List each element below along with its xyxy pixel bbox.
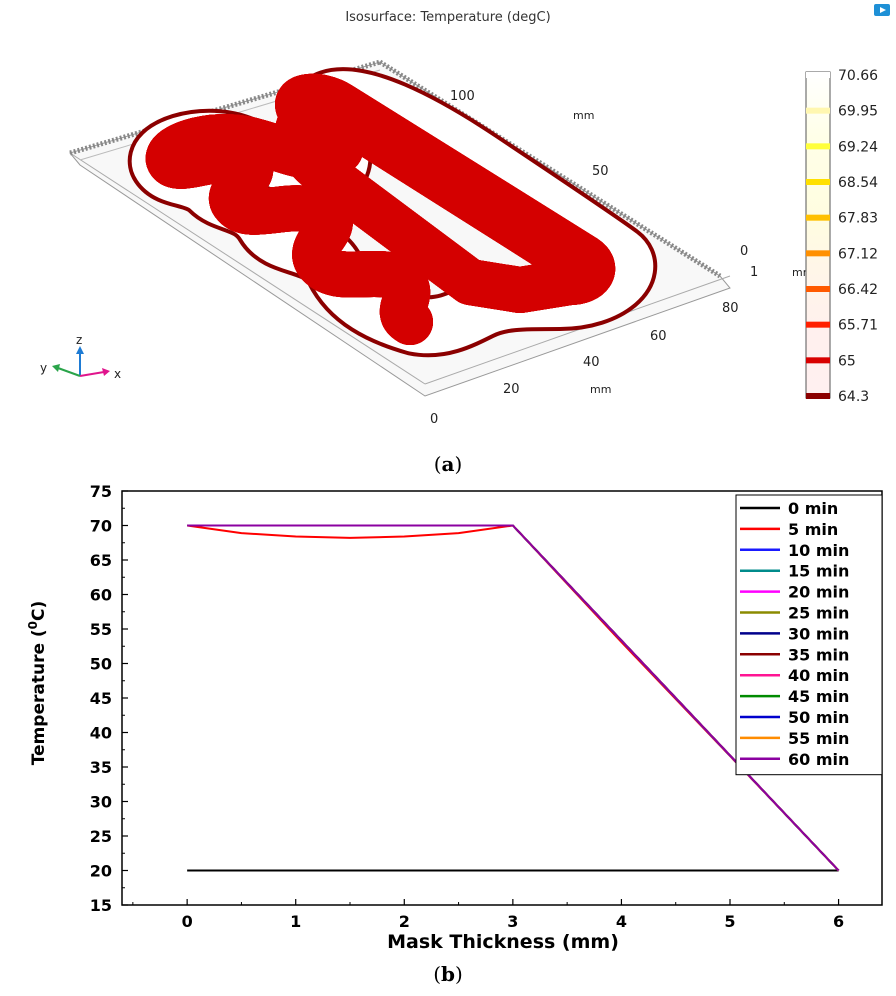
legend-label: 20 min xyxy=(788,583,849,602)
legend-label: 60 min xyxy=(788,750,849,769)
y-tick-label: 45 xyxy=(90,689,112,708)
series-line xyxy=(187,524,840,872)
legend-label: 15 min xyxy=(788,562,849,581)
colorbar: 70.66 69.95 69.24 68.54 67.83 67.12 66.42 65.71… xyxy=(805,68,878,405)
x-axis-label: Mask Thickness (mm) xyxy=(387,931,619,953)
colorbar-swatch xyxy=(806,107,830,114)
colorbar-swatch xyxy=(806,393,830,399)
play-icon[interactable] xyxy=(874,4,890,16)
legend-label: 55 min xyxy=(788,729,849,748)
serpentine-channel xyxy=(169,97,593,322)
y-unit-label: mm xyxy=(573,109,594,122)
x-tick-label: 0 xyxy=(182,912,193,931)
colorbar-label: 67.83 xyxy=(838,211,878,227)
colorbar-label: 65.71 xyxy=(838,318,878,334)
y-tick-0: 0 xyxy=(740,244,748,259)
legend-label: 35 min xyxy=(788,645,849,664)
panel-b-label: (b) xyxy=(433,962,463,986)
x-tick-0: 0 xyxy=(430,412,438,427)
y-tick-label: 50 xyxy=(90,655,112,674)
triad-y-label: y xyxy=(40,361,47,375)
x-tick-label: 2 xyxy=(399,912,410,931)
x-axis-ticks: 0 1 2 3 4 5 6 xyxy=(132,899,844,931)
x-tick-label: 1 xyxy=(290,912,301,931)
y-tick-100: 100 xyxy=(450,89,475,104)
x-tick-label: 3 xyxy=(507,912,518,931)
y-tick-label: 60 xyxy=(90,586,112,605)
x-tick-label: 6 xyxy=(833,912,844,931)
x-tick-40: 40 xyxy=(583,355,600,370)
isosurface-plot: 100 mm 50 0 1 mm 80 60 40 mm 20 0 z x y xyxy=(40,59,878,427)
x-tick-label: 4 xyxy=(616,912,627,931)
legend-label: 40 min xyxy=(788,666,849,685)
legend-label: 50 min xyxy=(788,708,849,727)
y-tick-label: 40 xyxy=(90,724,112,743)
y-tick-label: 30 xyxy=(90,793,112,812)
colorbar-swatch xyxy=(806,250,830,257)
colorbar-label: 70.66 xyxy=(838,68,878,84)
legend-label: 0 min xyxy=(788,499,838,518)
colorbar-label: 68.54 xyxy=(838,175,878,191)
y-tick-label: 55 xyxy=(90,620,112,639)
legend-label: 5 min xyxy=(788,520,838,539)
x-tick-80: 80 xyxy=(722,301,739,316)
colorbar-swatch xyxy=(806,179,830,185)
y-axis-ticks: 15 20 25 30 35 40 45 50 55 60 65 70 75 xyxy=(90,482,128,915)
colorbar-label: 67.12 xyxy=(838,246,878,262)
colorbar-label: 65 xyxy=(838,353,856,369)
colorbar-swatch xyxy=(806,286,830,292)
triad-x-label: x xyxy=(114,367,121,381)
colorbar-label: 69.95 xyxy=(838,104,878,120)
legend-box xyxy=(735,494,883,776)
panel-a-label: (a) xyxy=(433,452,463,476)
colorbar-label: 66.42 xyxy=(838,282,878,298)
colorbar-swatch xyxy=(806,214,830,221)
axis-triad: z x y xyxy=(40,333,121,381)
panel-a: Isosurface: Temperature (degC) xyxy=(0,0,896,476)
colorbar-swatch xyxy=(806,321,830,328)
colorbar-label: 64.3 xyxy=(838,389,869,405)
y-tick-50: 50 xyxy=(592,164,609,179)
x-tick-label: 5 xyxy=(724,912,735,931)
axis-labels-3d: 100 mm 50 0 1 mm 80 60 40 mm 20 0 xyxy=(430,89,813,427)
x-unit-label: mm xyxy=(590,383,611,396)
isosurface-title: Isosurface: Temperature (degC) xyxy=(345,10,551,25)
y-tick-label: 70 xyxy=(90,517,112,536)
colorbar-swatch xyxy=(806,143,830,150)
colorbar-label: 69.24 xyxy=(838,139,878,155)
y-tick-label: 25 xyxy=(90,827,112,846)
series-lines xyxy=(187,524,840,872)
y-tick-label: 65 xyxy=(90,551,112,570)
y-tick-label: 20 xyxy=(90,862,112,881)
y-axis-label: Temperature (0C) xyxy=(26,601,49,766)
x-tick-60: 60 xyxy=(650,329,667,344)
y-tick-label: 75 xyxy=(90,482,112,501)
triad-z-label: z xyxy=(76,333,82,347)
y-tick-label: 15 xyxy=(90,896,112,915)
colorbar-swatch xyxy=(806,357,830,364)
z-tick-1: 1 xyxy=(750,265,758,280)
y-tick-label: 35 xyxy=(90,758,112,777)
colorbar-swatch xyxy=(806,72,830,78)
x-tick-20: 20 xyxy=(503,382,520,397)
legend-label: 10 min xyxy=(788,541,849,560)
legend-label: 25 min xyxy=(788,604,849,623)
legend-label: 30 min xyxy=(788,624,849,643)
legend-label: 45 min xyxy=(788,687,849,706)
